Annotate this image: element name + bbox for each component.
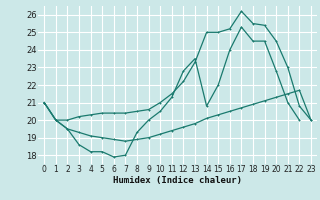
X-axis label: Humidex (Indice chaleur): Humidex (Indice chaleur) [113,176,242,185]
